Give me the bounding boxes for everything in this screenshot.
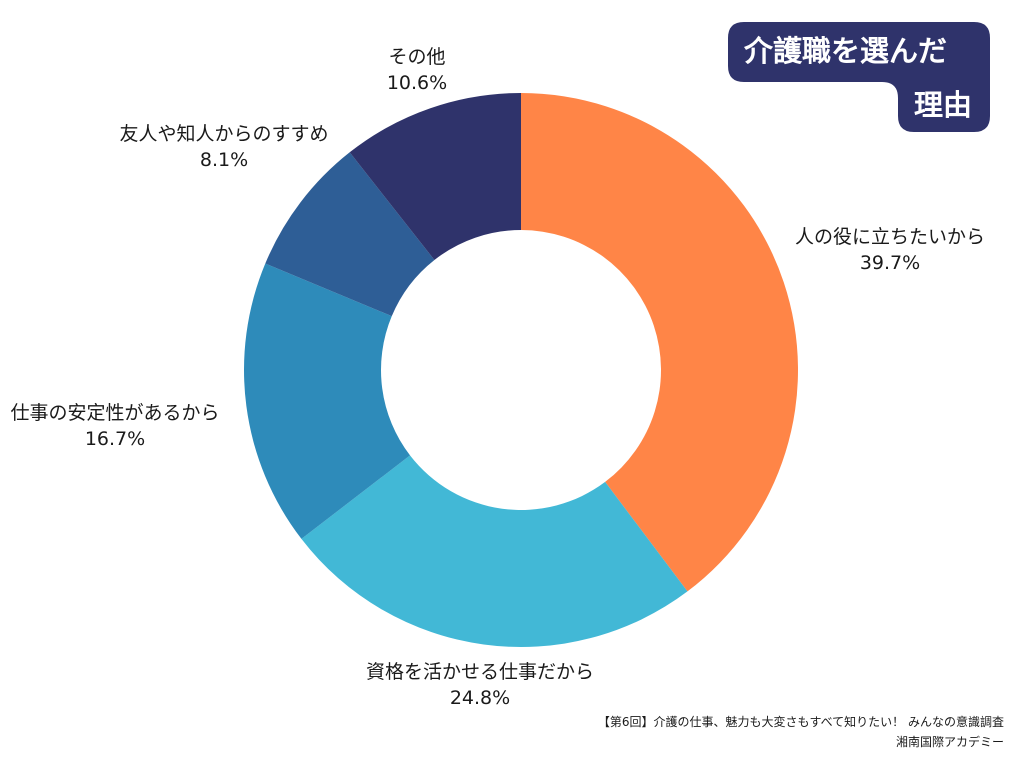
donut-slice-1	[301, 455, 688, 647]
slice-label-4: その他 10.6%	[386, 46, 448, 94]
title-box	[728, 22, 990, 132]
footnote-source: 【第6回】介護の仕事、魅力も大変さもすべて知りたい！ みんなの意識調査	[597, 715, 1004, 729]
chart-title-line1: 介護職を選んだ	[744, 34, 948, 68]
donut-slice-3	[265, 152, 435, 317]
slice-label-3: 友人や知人からのすすめ 8.1%	[119, 123, 329, 171]
donut-slice-2	[244, 263, 411, 539]
slice-label-1: 資格を活かせる仕事だから 24.8%	[365, 661, 595, 709]
donut-slice-0	[521, 93, 798, 592]
chart-title-line2: 理由	[914, 88, 973, 122]
footnote-publisher: 湘南国際アカデミー	[895, 735, 1004, 749]
slice-label-2: 仕事の安定性があるから 16.7%	[10, 402, 220, 450]
donut-slice-4	[349, 93, 521, 260]
slice-label-0: 人の役に立ちたいから 39.7%	[794, 226, 986, 274]
